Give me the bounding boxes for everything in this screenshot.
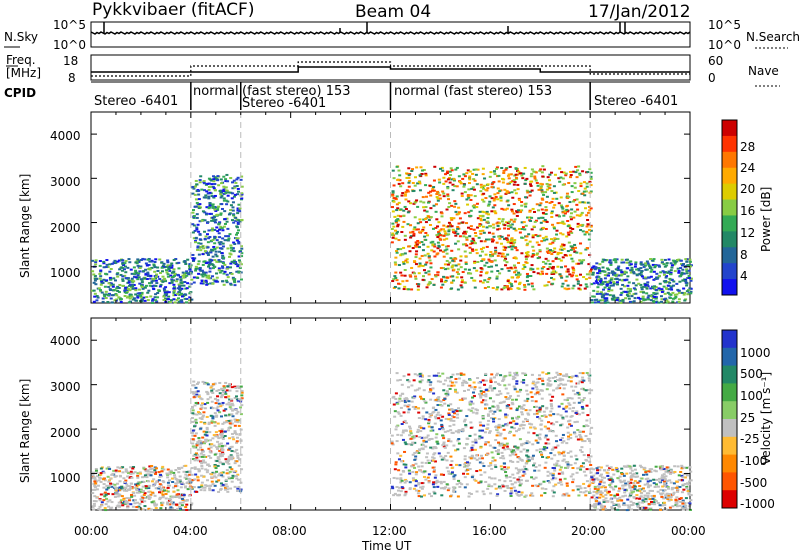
colorbar-0-swatch-6 (722, 215, 737, 232)
p2-ytick-2: 2000 (50, 426, 81, 440)
nsearch-label: N.Search (746, 30, 800, 44)
colorbar-1-swatch-1 (722, 347, 737, 367)
station-title: Pykkvibaer (fitACF) (92, 0, 255, 20)
cb1-tick-3: 16 (740, 204, 756, 218)
cb2-tick-0: 1000 (740, 346, 771, 360)
colorbar-0-swatch-8 (722, 247, 737, 264)
date-title: 17/Jan/2012 (588, 2, 691, 22)
colorbar-1-swatch-6 (722, 436, 737, 456)
nsky-line (90, 31, 691, 35)
p2-ytick-3: 1000 (50, 471, 81, 485)
panel-1-data (91, 371, 693, 512)
freq-tick-bottom: 8 (68, 71, 76, 85)
xlabel: Time UT (362, 539, 412, 553)
cpid-seg-3: Stereo -6401 (242, 96, 327, 111)
colorbar-1-swatch-0 (722, 330, 737, 349)
colorbar-0-swatch-3 (722, 167, 737, 185)
xtick-1: 04:00 (173, 524, 208, 538)
p1-ytick-2: 2000 (50, 221, 81, 235)
colorbar-0-swatch-4 (722, 183, 737, 201)
cb2-tick-7: -1000 (740, 497, 775, 511)
cb1-tick-4: 12 (740, 226, 756, 240)
colorbar-0-swatch-1 (722, 135, 737, 153)
cb2-tick-1: 500 (740, 367, 763, 381)
colorbar-0-swatch-9 (722, 263, 737, 280)
freq-tick-top: 18 (63, 54, 79, 68)
colorbar-1-swatch-4 (722, 401, 737, 420)
nsky-right-tick-bottom: 10^0 (708, 38, 741, 52)
cb1-label: Power [dB] (759, 186, 773, 252)
xtick-4: 16:00 (472, 524, 507, 538)
colorbar-0-swatch-2 (722, 151, 737, 169)
cb1-tick-0: 28 (740, 140, 756, 154)
p2-ytick-0: 4000 (50, 334, 81, 348)
cpid-seg-4: normal (fast stereo) 153 (394, 84, 553, 99)
nsky-tick-top: 10^5 (53, 18, 86, 32)
p1-ytick-3: 1000 (50, 266, 81, 280)
nave-line (91, 61, 690, 77)
xtick-6: 00:00 (671, 524, 706, 538)
cb1-tick-1: 24 (740, 161, 756, 175)
nave-tick-bottom: 0 (708, 71, 716, 85)
panel-0-data (91, 165, 693, 304)
freq-frame (90, 54, 691, 81)
colorbar-0-swatch-5 (722, 199, 737, 216)
p1-ylabel: Slant Range [km] (18, 173, 32, 278)
cpid-seg-0: Stereo -6401 (94, 94, 179, 109)
p2-ytick-1: 3000 (50, 380, 81, 394)
xtick-3: 12:00 (372, 524, 407, 538)
freq-line (91, 66, 690, 73)
nave-label: Nave (748, 64, 779, 78)
cb2-tick-5: -100 (740, 454, 768, 468)
cb2-tick-3: 25 (740, 411, 756, 425)
xtick-0: 00:00 (74, 524, 109, 538)
colorbar-1-swatch-5 (722, 419, 737, 438)
cb2-tick-6: -500 (740, 476, 768, 490)
nsky-right-tick-top: 10^5 (708, 18, 741, 32)
colorbar-0-frame (721, 119, 738, 296)
nave-tick-top: 60 (708, 54, 724, 68)
cb2-tick-2: 100 (740, 389, 763, 403)
nsky-tick-bottom: 10^0 (53, 38, 86, 52)
beam-title: Beam 04 (355, 2, 432, 22)
colorbar-1-swatch-2 (722, 365, 737, 384)
nsky-label: N.Sky (4, 30, 39, 44)
cpid-label: CPID (4, 86, 37, 100)
colorbar-0-swatch-10 (722, 279, 737, 296)
colorbar-0-swatch-0 (722, 120, 737, 137)
p1-ytick-0: 4000 (50, 129, 81, 143)
cpid-seg-2: (fast stereo) 153 (242, 84, 351, 99)
freq-label-2: [MHz] (6, 66, 42, 80)
p1-ytick-1: 3000 (50, 175, 81, 189)
colorbar-1-swatch-7 (722, 454, 737, 473)
xtick-5: 20:00 (571, 524, 606, 538)
colorbar-1-swatch-9 (722, 490, 737, 509)
freq-label-1: Freq. (6, 53, 36, 67)
cpid-seg-5: Stereo -6401 (594, 94, 679, 109)
colorbar-1-swatch-8 (722, 472, 737, 491)
xtick-2: 08:00 (272, 524, 307, 538)
cpid-seg-1: normal (193, 84, 239, 99)
colorbar-1-frame (721, 329, 738, 509)
cb1-tick-5: 8 (740, 248, 748, 262)
colorbar-0-swatch-7 (722, 231, 737, 248)
nsky-frame (90, 21, 691, 48)
cb1-tick-2: 20 (740, 182, 756, 196)
cb2-label: Velocity [m s⁻¹] (759, 371, 773, 465)
cb1-tick-6: 4 (740, 269, 748, 283)
colorbar-1-swatch-3 (722, 383, 737, 402)
p2-ylabel: Slant Range [km] (18, 378, 32, 483)
cb2-tick-4: -25 (740, 432, 760, 446)
